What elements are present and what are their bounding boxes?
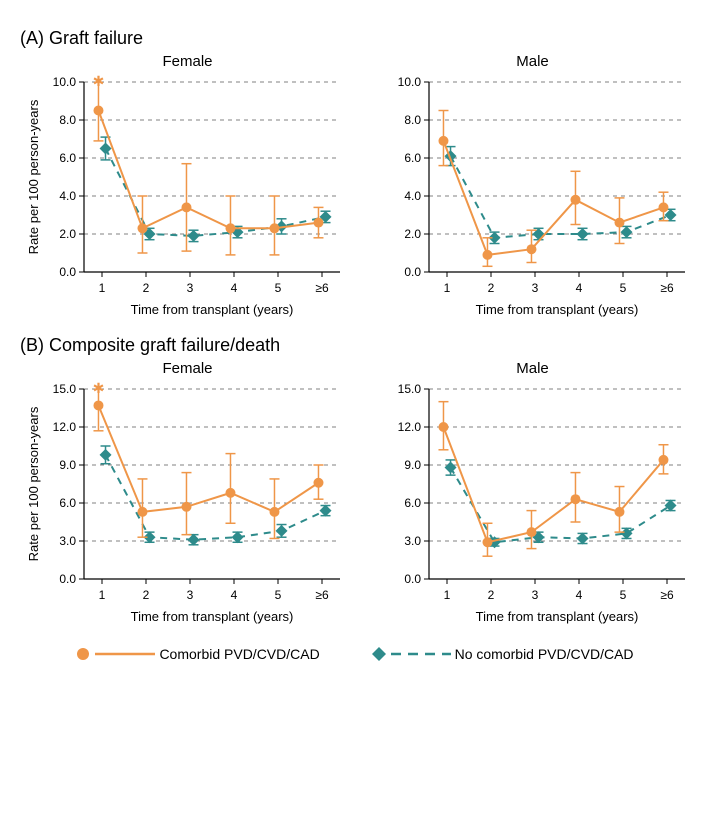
svg-text:5: 5 <box>620 588 627 602</box>
svg-text:3: 3 <box>532 588 539 602</box>
svg-text:12.0: 12.0 <box>398 420 422 434</box>
panel-title: (B) Composite graft failure/death <box>20 335 689 356</box>
svg-text:1: 1 <box>99 281 106 295</box>
svg-text:2: 2 <box>143 281 150 295</box>
svg-text:✱: ✱ <box>93 380 105 396</box>
svg-text:3.0: 3.0 <box>404 534 421 548</box>
svg-text:2.0: 2.0 <box>404 227 421 241</box>
svg-text:2: 2 <box>488 588 495 602</box>
svg-text:≥6: ≥6 <box>315 588 329 602</box>
subplot-title: Female <box>20 360 355 377</box>
svg-text:4: 4 <box>576 588 583 602</box>
svg-text:5: 5 <box>275 588 282 602</box>
svg-text:4: 4 <box>231 588 238 602</box>
subplot-title: Male <box>365 360 700 377</box>
panel-label: (B) <box>20 335 44 355</box>
svg-text:4: 4 <box>231 281 238 295</box>
svg-text:3: 3 <box>187 281 194 295</box>
svg-text:8.0: 8.0 <box>404 113 421 127</box>
svg-text:≥6: ≥6 <box>315 281 329 295</box>
svg-text:0.0: 0.0 <box>59 572 76 586</box>
chart-svg: 0.0 2.0 4.0 6.0 8.0 10.0 1 2 3 4 5 ≥6 Time from tran… <box>20 72 355 327</box>
svg-text:9.0: 9.0 <box>404 458 421 472</box>
subplot-title: Male <box>365 53 700 70</box>
legend: Comorbid PVD/CVD/CAD No comorbid PVD/CVD/… <box>20 646 689 662</box>
legend-label: No comorbid PVD/CVD/CAD <box>455 646 634 662</box>
svg-text:2.0: 2.0 <box>59 227 76 241</box>
svg-text:4.0: 4.0 <box>404 189 421 203</box>
svg-text:2: 2 <box>143 588 150 602</box>
svg-text:Rate per 100 person-years: Rate per 100 person-years <box>26 406 41 561</box>
svg-text:4: 4 <box>576 281 583 295</box>
svg-text:Time from transplant (years): Time from transplant (years) <box>476 302 639 317</box>
svg-text:10.0: 10.0 <box>53 75 77 89</box>
svg-text:12.0: 12.0 <box>53 420 77 434</box>
svg-text:Rate per 100 person-years: Rate per 100 person-years <box>26 99 41 254</box>
subplot: Male 0.0 2.0 4.0 6.0 8.0 10.0 1 2 3 4 5 ≥6 Time from … <box>365 53 700 327</box>
svg-text:4.0: 4.0 <box>59 189 76 203</box>
subplot: Female 0.0 3.0 6.0 9.0 12.0 15.0 1 2 3 4 5 ≥6 Time fr… <box>20 360 355 634</box>
panel-title: (A) Graft failure <box>20 28 689 49</box>
svg-text:Time from transplant (years): Time from transplant (years) <box>131 609 294 624</box>
svg-text:5: 5 <box>620 281 627 295</box>
svg-text:Time from transplant (years): Time from transplant (years) <box>131 302 294 317</box>
svg-text:≥6: ≥6 <box>660 281 674 295</box>
svg-text:10.0: 10.0 <box>398 75 422 89</box>
svg-text:1: 1 <box>99 588 106 602</box>
subplot-title: Female <box>20 53 355 70</box>
subplot: Female 0.0 2.0 4.0 6.0 8.0 10.0 1 2 3 4 5 ≥6 Time fro… <box>20 53 355 327</box>
legend-item-no-comorbid: No comorbid PVD/CVD/CAD <box>371 646 634 662</box>
panel-label: (A) <box>20 28 44 48</box>
chart-svg: 0.0 2.0 4.0 6.0 8.0 10.0 1 2 3 4 5 ≥6 Time from tran… <box>365 72 700 327</box>
svg-text:6.0: 6.0 <box>59 151 76 165</box>
svg-text:0.0: 0.0 <box>404 265 421 279</box>
svg-text:9.0: 9.0 <box>59 458 76 472</box>
svg-text:✱: ✱ <box>93 73 105 89</box>
svg-text:0.0: 0.0 <box>59 265 76 279</box>
svg-text:8.0: 8.0 <box>59 113 76 127</box>
legend-item-comorbid: Comorbid PVD/CVD/CAD <box>75 646 319 662</box>
svg-text:1: 1 <box>444 281 451 295</box>
svg-text:15.0: 15.0 <box>53 382 77 396</box>
svg-text:3.0: 3.0 <box>59 534 76 548</box>
panel-title-text: Composite graft failure/death <box>49 335 280 355</box>
svg-text:3: 3 <box>187 588 194 602</box>
svg-text:15.0: 15.0 <box>398 382 422 396</box>
svg-text:3: 3 <box>532 281 539 295</box>
chart-svg: 0.0 3.0 6.0 9.0 12.0 15.0 1 2 3 4 5 ≥6 Time from tra… <box>365 379 700 634</box>
svg-text:5: 5 <box>275 281 282 295</box>
svg-text:6.0: 6.0 <box>404 151 421 165</box>
svg-text:6.0: 6.0 <box>59 496 76 510</box>
panel-title-text: Graft failure <box>49 28 143 48</box>
svg-text:1: 1 <box>444 588 451 602</box>
legend-label: Comorbid PVD/CVD/CAD <box>159 646 319 662</box>
svg-text:≥6: ≥6 <box>660 588 674 602</box>
subplot: Male 0.0 3.0 6.0 9.0 12.0 15.0 1 2 3 4 5 ≥6 Time from… <box>365 360 700 634</box>
svg-text:0.0: 0.0 <box>404 572 421 586</box>
svg-text:2: 2 <box>488 281 495 295</box>
svg-text:6.0: 6.0 <box>404 496 421 510</box>
chart-svg: 0.0 3.0 6.0 9.0 12.0 15.0 1 2 3 4 5 ≥6 Time from tra… <box>20 379 355 634</box>
svg-text:Time from transplant (years): Time from transplant (years) <box>476 609 639 624</box>
